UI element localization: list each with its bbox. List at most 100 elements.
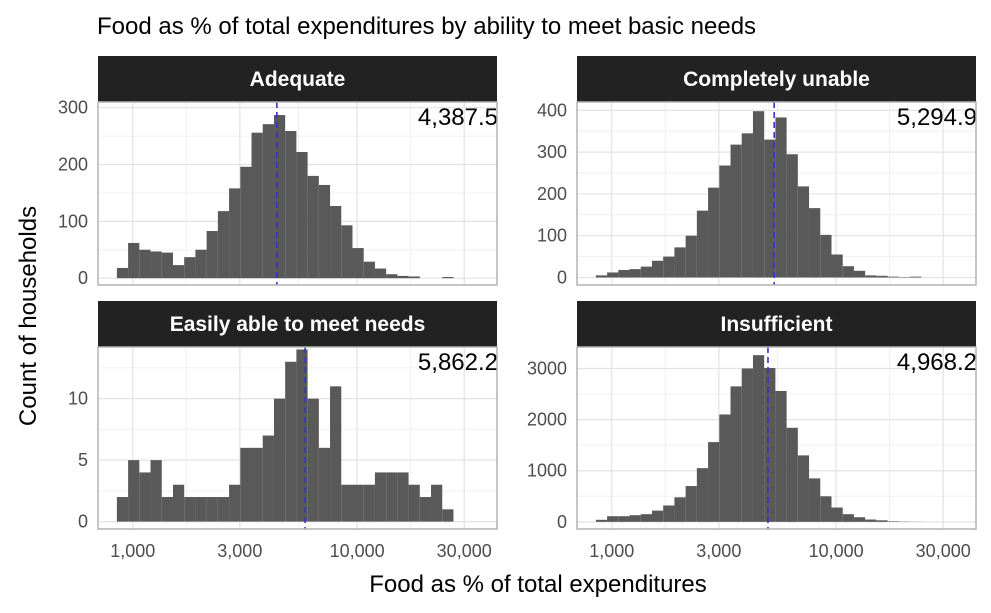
y-tick-label: 0 (557, 512, 567, 532)
facet-panel-3: Easily able to meet needs 5,862.2 0 5 10 1,00… (68, 301, 498, 561)
facet-strip-background (577, 301, 976, 347)
panel-border (576, 346, 977, 530)
histogram-bar (128, 460, 140, 522)
panel-border (576, 101, 977, 286)
histogram-bar (618, 269, 630, 278)
histogram-bar (217, 497, 230, 522)
histogram-bar (831, 254, 843, 278)
x-tick-label: 1,000 (110, 541, 155, 561)
histogram-bar (820, 496, 832, 522)
chart-title: Food as % of total expenditures by abili… (97, 13, 756, 40)
histogram-bar (229, 188, 241, 279)
histogram-bar (853, 270, 866, 278)
x-axis-title: Food as % of total expenditures (369, 571, 707, 598)
y-tick-label: 10 (68, 389, 88, 409)
histogram-bar (764, 139, 776, 278)
x-tick-label: 10,000 (330, 541, 385, 561)
panel-border (97, 101, 498, 286)
facet-strip-background (577, 56, 976, 102)
x-tick-label: 30,000 (437, 541, 492, 561)
facet-panel-4: Insufficient 4,968.2 0 1000 2000 3000 1,000 3,0… (527, 301, 977, 561)
histogram-bar (262, 124, 274, 279)
panel-border (97, 346, 498, 530)
histogram-bar (595, 519, 608, 522)
histogram-bar (206, 497, 218, 522)
histogram-bar (674, 497, 686, 522)
histogram-bar (229, 484, 241, 522)
histogram-bar (172, 484, 185, 522)
facet-strip-label: Completely unable (683, 68, 870, 91)
histogram-bar (386, 472, 398, 522)
histogram-bar (374, 268, 387, 279)
facet-strip-background (98, 56, 497, 102)
x-tick-label: 3,000 (217, 541, 262, 561)
histogram-bar (775, 390, 787, 522)
histogram-bar (797, 186, 810, 278)
median-annotation: 5,294.9 (897, 104, 977, 131)
facet-panel-1: Adequate 4,387.5 0 100 200 300 (58, 56, 498, 288)
histogram-bar (363, 484, 375, 522)
x-tick-label: 3,000 (696, 541, 741, 561)
histogram-bar (307, 398, 319, 522)
histogram-bar (842, 266, 854, 278)
histogram-bar (876, 275, 888, 278)
y-tick-label: 5 (78, 450, 88, 470)
histogram-bar (865, 519, 877, 522)
histogram-bar (651, 510, 664, 522)
histogram-bar (595, 275, 608, 278)
histogram-bar (719, 414, 731, 522)
facet-strip-label: Adequate (250, 68, 346, 91)
y-tick-label: 300 (537, 142, 567, 162)
histogram-bar (752, 111, 765, 278)
histogram-bar (296, 349, 308, 522)
histogram-bar (651, 260, 664, 278)
histogram-bar (786, 154, 798, 278)
histogram-bar (161, 497, 173, 522)
y-tick-label: 0 (557, 267, 567, 287)
facet-strip-label: Easily able to meet needs (170, 313, 426, 336)
y-tick-label: 100 (58, 211, 88, 231)
histogram-bar (809, 478, 821, 522)
histogram-bar (831, 507, 843, 522)
histogram-bar (607, 516, 619, 522)
histogram-bar (273, 398, 286, 522)
y-tick-label: 0 (78, 512, 88, 532)
histogram-bar (887, 276, 899, 278)
histogram-bar (685, 486, 697, 522)
histogram-bar (184, 497, 196, 522)
histogram-bar (607, 272, 619, 278)
y-axis-title: Count of households (15, 206, 42, 426)
histogram-bar (307, 175, 319, 279)
histogram-bar (363, 261, 375, 279)
histogram-bar (797, 455, 810, 522)
histogram-bar (285, 130, 297, 279)
histogram-bar (374, 472, 387, 522)
histogram-bar (251, 132, 263, 279)
histogram-bar (764, 367, 776, 522)
histogram-bar (629, 269, 641, 278)
histogram-bar (195, 249, 207, 279)
histogram-bar (240, 166, 252, 279)
histogram-bar (206, 231, 218, 279)
y-tick-label: 1000 (527, 461, 567, 481)
histogram-bar (618, 516, 630, 522)
histogram-bar (719, 165, 731, 278)
histogram-bar (330, 386, 342, 522)
histogram-bar (730, 144, 742, 278)
histogram-bar (775, 117, 787, 278)
facet-strip-background (98, 301, 497, 347)
histogram-bar (139, 249, 151, 279)
histogram-bar (128, 242, 140, 279)
histogram-bar (352, 484, 364, 522)
histogram-bar (730, 386, 742, 522)
histogram-bar (419, 497, 432, 522)
y-tick-label: 400 (537, 100, 567, 120)
histogram-bar (341, 225, 353, 279)
histogram-bar (386, 274, 398, 279)
histogram-bar (172, 265, 185, 279)
histogram-bar (296, 152, 308, 279)
y-tick-label: 200 (537, 184, 567, 204)
histogram-bar (397, 275, 409, 279)
